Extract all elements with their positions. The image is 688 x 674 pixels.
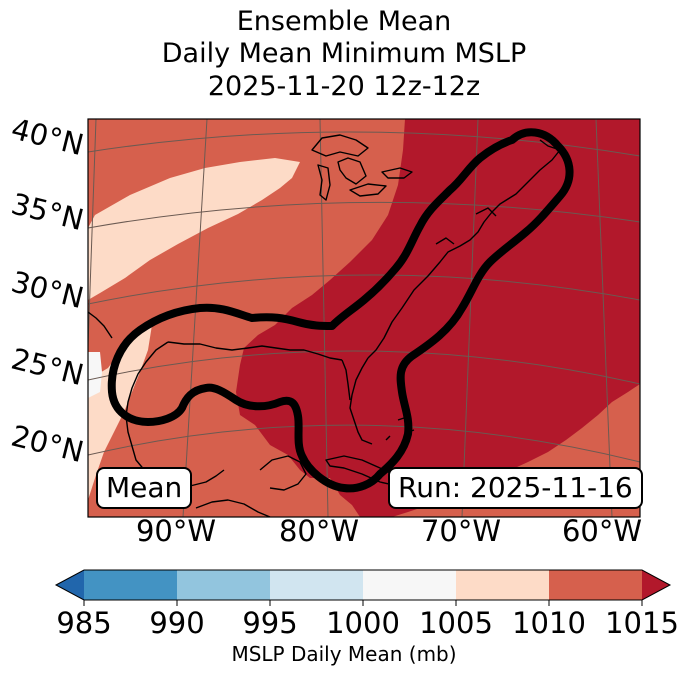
mean-label-box: Mean	[96, 467, 193, 509]
highlight-contour	[107, 128, 574, 493]
coastlines	[88, 134, 561, 517]
run-date-box: Run: 2025-11-16	[388, 467, 643, 509]
colorbar-bin-1000-1005	[363, 570, 456, 600]
title-line-2: Daily Mean Minimum MSLP	[161, 38, 527, 69]
lon-label-80w: 80°W	[278, 514, 360, 548]
colorbar-label: MSLP Daily Mean (mb)	[231, 642, 457, 666]
colorbar-tick-1010: 1010	[512, 606, 586, 640]
colorbar-tick-985: 985	[56, 606, 112, 640]
field-band-1005-1010-north	[88, 158, 300, 300]
colorbar-tick-1005: 1005	[419, 606, 493, 640]
mslp-field	[88, 119, 640, 517]
colorbar-bin-995-1000	[270, 570, 363, 600]
colorbar	[54, 569, 672, 606]
colorbar-tick-990: 990	[149, 606, 205, 640]
colorbar-tick-marks	[83, 600, 643, 606]
title-line-3: 2025-11-20 12z-12z	[207, 71, 481, 102]
lon-label-60w: 60°W	[561, 514, 643, 548]
map-frame	[87, 118, 641, 518]
colorbar-tick-995: 995	[242, 606, 298, 640]
lon-label-70w: 70°W	[420, 514, 502, 548]
colorbar-tick-1000: 1000	[326, 606, 400, 640]
graticule	[88, 119, 640, 517]
colorbar-tick-1015: 1015	[605, 606, 679, 640]
field-band-1000-1005	[88, 352, 102, 398]
colorbar-extend-low	[56, 570, 84, 600]
colorbar-bin-1010-1015	[549, 570, 642, 600]
title-line-1: Ensemble Mean	[236, 6, 452, 37]
colorbar-extend-high	[642, 570, 670, 600]
colorbar-bin-985-990	[84, 570, 177, 600]
lon-label-90w: 90°W	[135, 514, 217, 548]
colorbar-bin-990-995	[177, 570, 270, 600]
colorbar-bin-1005-1010	[456, 570, 549, 600]
